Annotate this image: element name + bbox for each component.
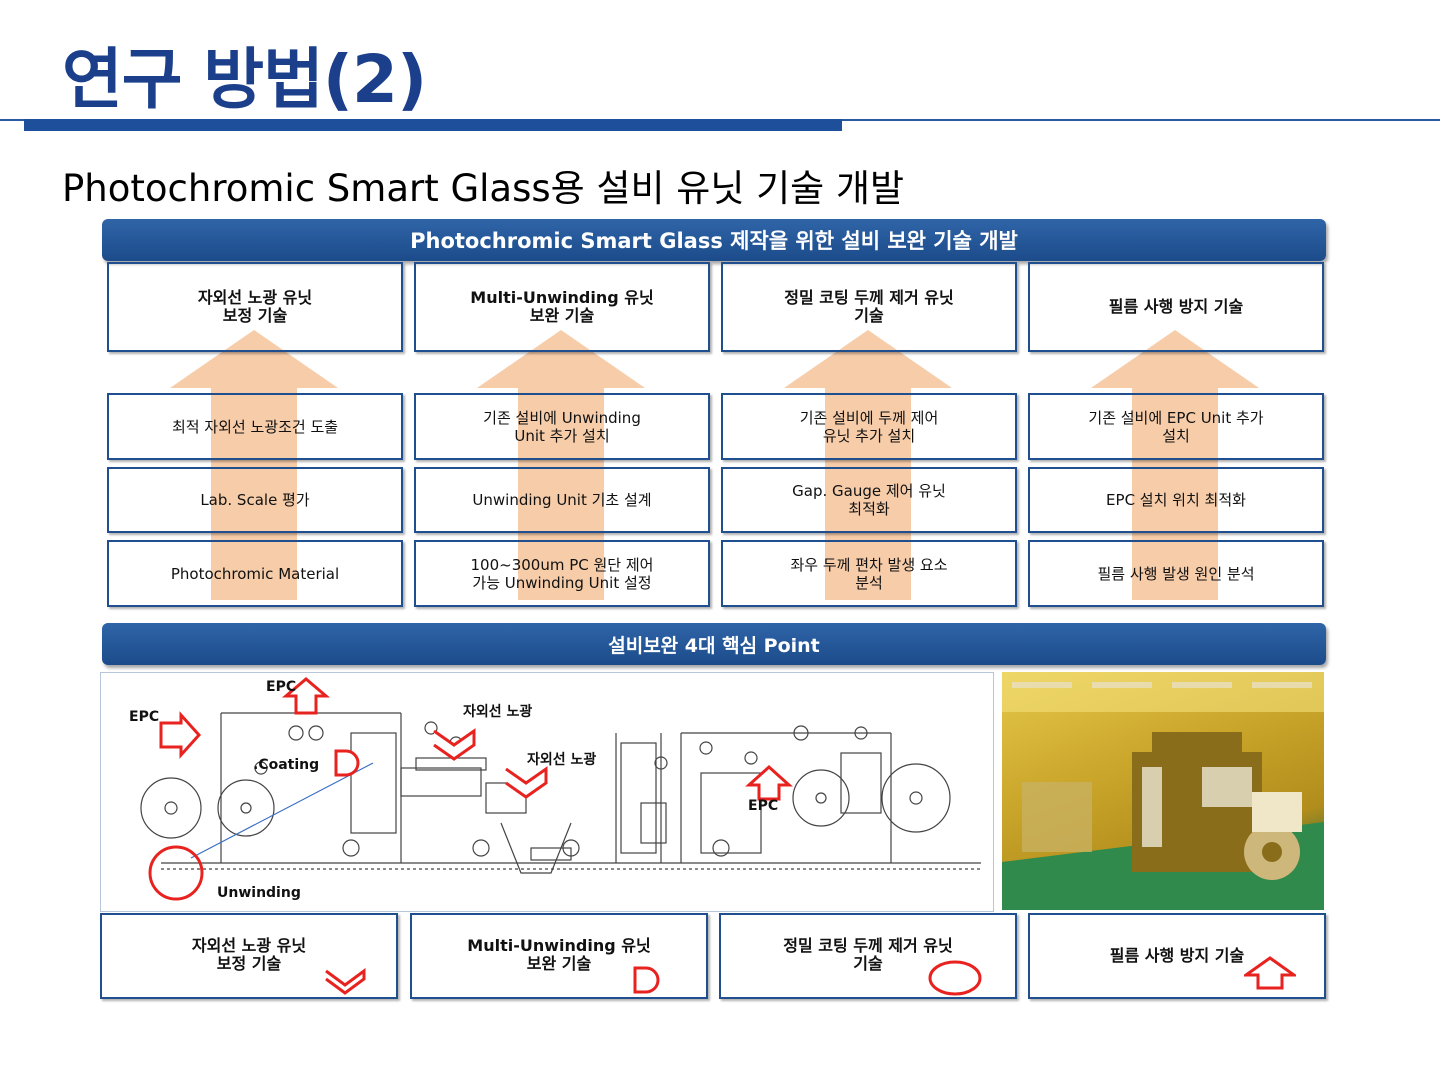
label-epc-right: EPC: [748, 798, 779, 814]
top-banner: Photochromic Smart Glass 제작을 위한 설비 보완 기술…: [102, 219, 1326, 261]
col4-row3-text: 필름 사행 발생 원인 분석: [1097, 564, 1255, 583]
title-underline-bar: [24, 119, 842, 131]
col2-row3: 100~300um PC 원단 제어 가능 Unwinding Unit 설정: [414, 540, 710, 607]
up-arrow-col2: [477, 330, 645, 600]
top-banner-text: Photochromic Smart Glass 제작을 위한 설비 보완 기술…: [410, 229, 1018, 253]
page-subtitle: Photochromic Smart Glass용 설비 유닛 기술 개발: [62, 167, 905, 210]
column-header-1-text: 자외선 노광 유닛 보정 기술: [197, 288, 313, 325]
col4-row2-text: EPC 설치 위치 최적화: [1106, 491, 1246, 509]
label-coating: .Coating: [253, 757, 320, 773]
col4-row1: 기존 설비에 EPC Unit 추가 설치: [1028, 393, 1324, 460]
bottom-box-1-text: 자외선 노광 유닛 보정 기술: [191, 936, 307, 973]
bottom-box-4-text: 필름 사행 방지 기술: [1109, 946, 1245, 965]
col2-row2-text: Unwinding Unit 기초 설계: [472, 491, 652, 509]
col1-row2: Lab. Scale 평가: [107, 467, 403, 533]
d-shape-icon: [633, 966, 660, 994]
col2-row3-text: 100~300um PC 원단 제어 가능 Unwinding Unit 설정: [470, 555, 654, 592]
up-arrow-icon: [1244, 956, 1296, 990]
col1-row2-text: Lab. Scale 평가: [200, 491, 310, 509]
column-header-2: Multi-Unwinding 유닛 보완 기술: [414, 262, 710, 352]
col1-row1: 최적 자외선 노광조건 도출: [107, 393, 403, 460]
label-uv-2: 자외선 노광: [527, 752, 597, 768]
col3-row1-text: 기존 설비에 두께 제어 유닛 추가 설치: [799, 408, 939, 445]
bottom-box-1: 자외선 노광 유닛 보정 기술: [100, 913, 398, 999]
col3-row2-text: Gap. Gauge 제어 유닛 최적화: [792, 482, 946, 518]
equipment-photo: [1002, 672, 1324, 910]
bottom-box-2-text: Multi-Unwinding 유닛 보완 기술: [467, 936, 651, 973]
col1-row3: Photochromic Material: [107, 540, 403, 607]
col1-row3-text: Photochromic Material: [170, 564, 340, 583]
chevron-down-icon: [325, 968, 366, 995]
bottom-box-2: Multi-Unwinding 유닛 보완 기술: [410, 913, 708, 999]
col3-row1: 기존 설비에 두께 제어 유닛 추가 설치: [721, 393, 1017, 460]
equipment-diagram: EPC EPC .Coating 자외선 노광 자외선 노광 EPC Unwin…: [100, 672, 994, 912]
col4-row3: 필름 사행 발생 원인 분석: [1028, 540, 1324, 607]
photo-illustration: [1002, 672, 1324, 910]
column-header-1: 자외선 노광 유닛 보정 기술: [107, 262, 403, 352]
label-epc-top: EPC: [266, 679, 297, 695]
col1-row1-text: 최적 자외선 노광조건 도출: [171, 417, 339, 436]
label-epc-left: EPC: [129, 709, 160, 725]
circle-icon: [928, 960, 982, 996]
label-uv-1: 자외선 노광: [463, 704, 533, 720]
col3-row3: 좌우 두께 편차 발생 요소 분석: [721, 540, 1017, 607]
mid-banner-text: 설비보완 4대 핵심 Point: [608, 634, 820, 657]
column-header-3: 정밀 코팅 두께 제거 유닛 기술: [721, 262, 1017, 352]
equipment-line-drawing: [140, 677, 981, 901]
col3-row2: Gap. Gauge 제어 유닛 최적화: [721, 467, 1017, 533]
col4-row1-text: 기존 설비에 EPC Unit 추가 설치: [1088, 408, 1264, 445]
column-header-4: 필름 사행 방지 기술: [1028, 262, 1324, 352]
col4-row2: EPC 설치 위치 최적화: [1028, 467, 1324, 533]
label-unwinding: Unwinding: [217, 885, 301, 901]
col2-row2: Unwinding Unit 기초 설계: [414, 467, 710, 533]
column-header-3-text: 정밀 코팅 두께 제거 유닛 기술: [784, 288, 954, 325]
up-arrow-col1: [170, 330, 338, 600]
page-title: 연구 방법(2): [62, 41, 427, 118]
col3-row3-text: 좌우 두께 편차 발생 요소 분석: [790, 555, 948, 592]
bottom-box-3: 정밀 코팅 두께 제거 유닛 기술: [719, 913, 1017, 999]
col2-row1: 기존 설비에 Unwinding Unit 추가 설치: [414, 393, 710, 460]
bottom-box-4: 필름 사행 방지 기술: [1028, 913, 1326, 999]
bottom-box-3-text: 정밀 코팅 두께 제거 유닛 기술: [783, 936, 953, 973]
up-arrow-col4: [1091, 330, 1259, 600]
column-header-4-text: 필름 사행 방지 기술: [1108, 297, 1244, 316]
up-arrow-col3: [784, 330, 952, 600]
mid-banner: 설비보완 4대 핵심 Point: [102, 623, 1326, 665]
column-header-2-text: Multi-Unwinding 유닛 보완 기술: [470, 288, 654, 325]
col2-row1-text: 기존 설비에 Unwinding Unit 추가 설치: [483, 408, 641, 445]
